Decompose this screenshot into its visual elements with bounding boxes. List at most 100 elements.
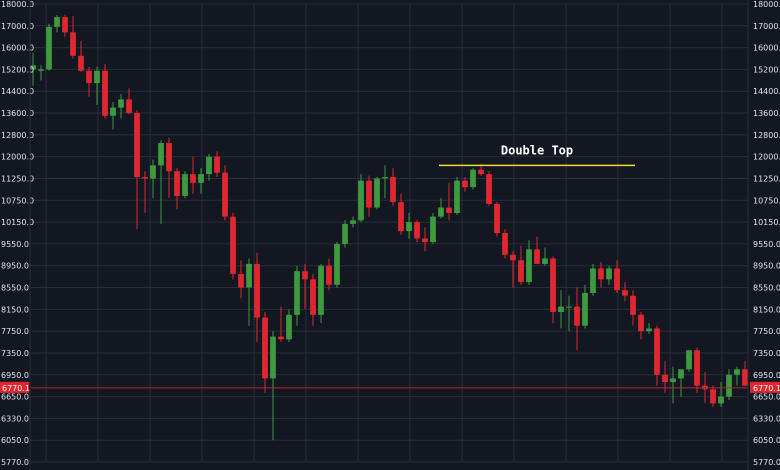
candle	[294, 265, 300, 326]
candle	[654, 325, 660, 386]
candle	[278, 306, 284, 343]
candle	[470, 168, 476, 190]
candle	[718, 382, 724, 407]
y-tick-label-left: 10750.0	[1, 196, 34, 205]
y-tick-label-right: 18000.0	[753, 0, 780, 9]
candle	[566, 295, 572, 332]
candle	[334, 242, 340, 288]
y-tick-label-left: 13600.0	[1, 109, 34, 118]
y-tick-label-left: 10150.0	[1, 218, 34, 227]
candle-body	[94, 70, 100, 84]
candle-body	[294, 271, 300, 315]
y-tick-label-left: 8550.0	[1, 284, 29, 293]
candle	[398, 193, 404, 235]
current-price-line: 6770.1 6770.1	[0, 381, 780, 393]
candle-body	[646, 328, 652, 332]
candle	[574, 287, 580, 351]
candle	[70, 15, 76, 59]
y-tick-label-right: 16000.0	[753, 44, 780, 53]
candle-body	[622, 290, 628, 296]
y-tick-label-left: 5770.0	[1, 458, 29, 467]
candle	[582, 284, 588, 329]
candle-body	[174, 171, 180, 196]
candle	[382, 165, 388, 199]
candle-body	[206, 156, 212, 175]
candle-body	[150, 165, 156, 179]
candle-body	[70, 32, 76, 56]
candle-body	[678, 369, 684, 379]
y-tick-label-left: 15200.0	[1, 65, 34, 74]
candle-body	[510, 254, 516, 261]
price-tag-right	[750, 381, 780, 393]
candle-body	[62, 17, 68, 33]
candle	[734, 366, 740, 386]
candle-body	[326, 265, 332, 285]
candle	[190, 156, 196, 194]
candle	[374, 177, 380, 210]
candle-body	[318, 265, 324, 315]
y-tick-label-left: 6950.0	[1, 371, 29, 380]
y-axis-right[interactable]: 5770.0 6050.0 6330.0 6650.0 6950.0 7350.0 7750…	[747, 0, 780, 470]
candle-body	[438, 207, 444, 217]
y-tick-label-left: 6650.0	[1, 393, 29, 402]
y-tick-label-right: 7750.0	[753, 327, 780, 336]
candle-body	[198, 174, 204, 183]
candle-body	[734, 369, 740, 375]
candle	[86, 66, 92, 97]
candle-body	[566, 306, 572, 308]
candle-body	[222, 172, 228, 217]
candle-body	[310, 279, 316, 315]
y-tick-label-right: 9550.0	[753, 240, 780, 249]
candle	[182, 171, 188, 199]
y-tick-label-left: 6330.0	[1, 414, 29, 423]
candle	[462, 177, 468, 192]
candle	[510, 251, 516, 288]
candle	[606, 265, 612, 285]
candle	[286, 309, 292, 343]
candle-body	[374, 178, 380, 208]
candle	[94, 66, 100, 105]
candle	[134, 110, 140, 230]
y-tick-label-right: 7350.0	[753, 349, 780, 358]
candle	[694, 347, 700, 393]
candle-body	[462, 180, 468, 188]
candle-body	[574, 306, 580, 326]
y-tick-label-left: 18000.0	[1, 0, 34, 9]
candle	[342, 220, 348, 248]
candle	[318, 263, 324, 323]
candle	[238, 260, 244, 299]
candle-body	[214, 156, 220, 173]
candle	[518, 245, 524, 285]
y-tick-label-right: 6950.0	[753, 371, 780, 380]
y-tick-label-right: 17000.0	[753, 22, 780, 31]
candle-body	[110, 107, 116, 116]
candle	[526, 240, 532, 285]
candle	[726, 369, 732, 400]
candle-body	[654, 328, 660, 375]
candle-body	[518, 260, 524, 283]
candle	[494, 202, 500, 237]
y-tick-label-right: 6050.0	[753, 436, 780, 445]
candle-body	[502, 233, 508, 255]
candle-body	[550, 258, 556, 313]
candle-body	[382, 177, 388, 179]
candle-body	[366, 180, 372, 208]
y-tick-label-left: 6050.0	[1, 436, 29, 445]
candle	[630, 290, 636, 326]
candle-body	[710, 389, 716, 404]
candle-body	[470, 169, 476, 188]
candle	[486, 171, 492, 206]
candle	[430, 213, 436, 244]
candle-body	[134, 113, 140, 178]
candle-body	[142, 177, 148, 179]
candle-body	[494, 203, 500, 233]
y-tick-label-right: 12800.0	[753, 131, 780, 140]
candle-body	[342, 223, 348, 244]
candle-body	[30, 65, 36, 70]
y-tick-label-left: 17000.0	[1, 22, 34, 31]
candle-body	[166, 143, 172, 172]
candle-body	[694, 350, 700, 386]
candle	[206, 153, 212, 181]
candle-body	[230, 216, 236, 274]
